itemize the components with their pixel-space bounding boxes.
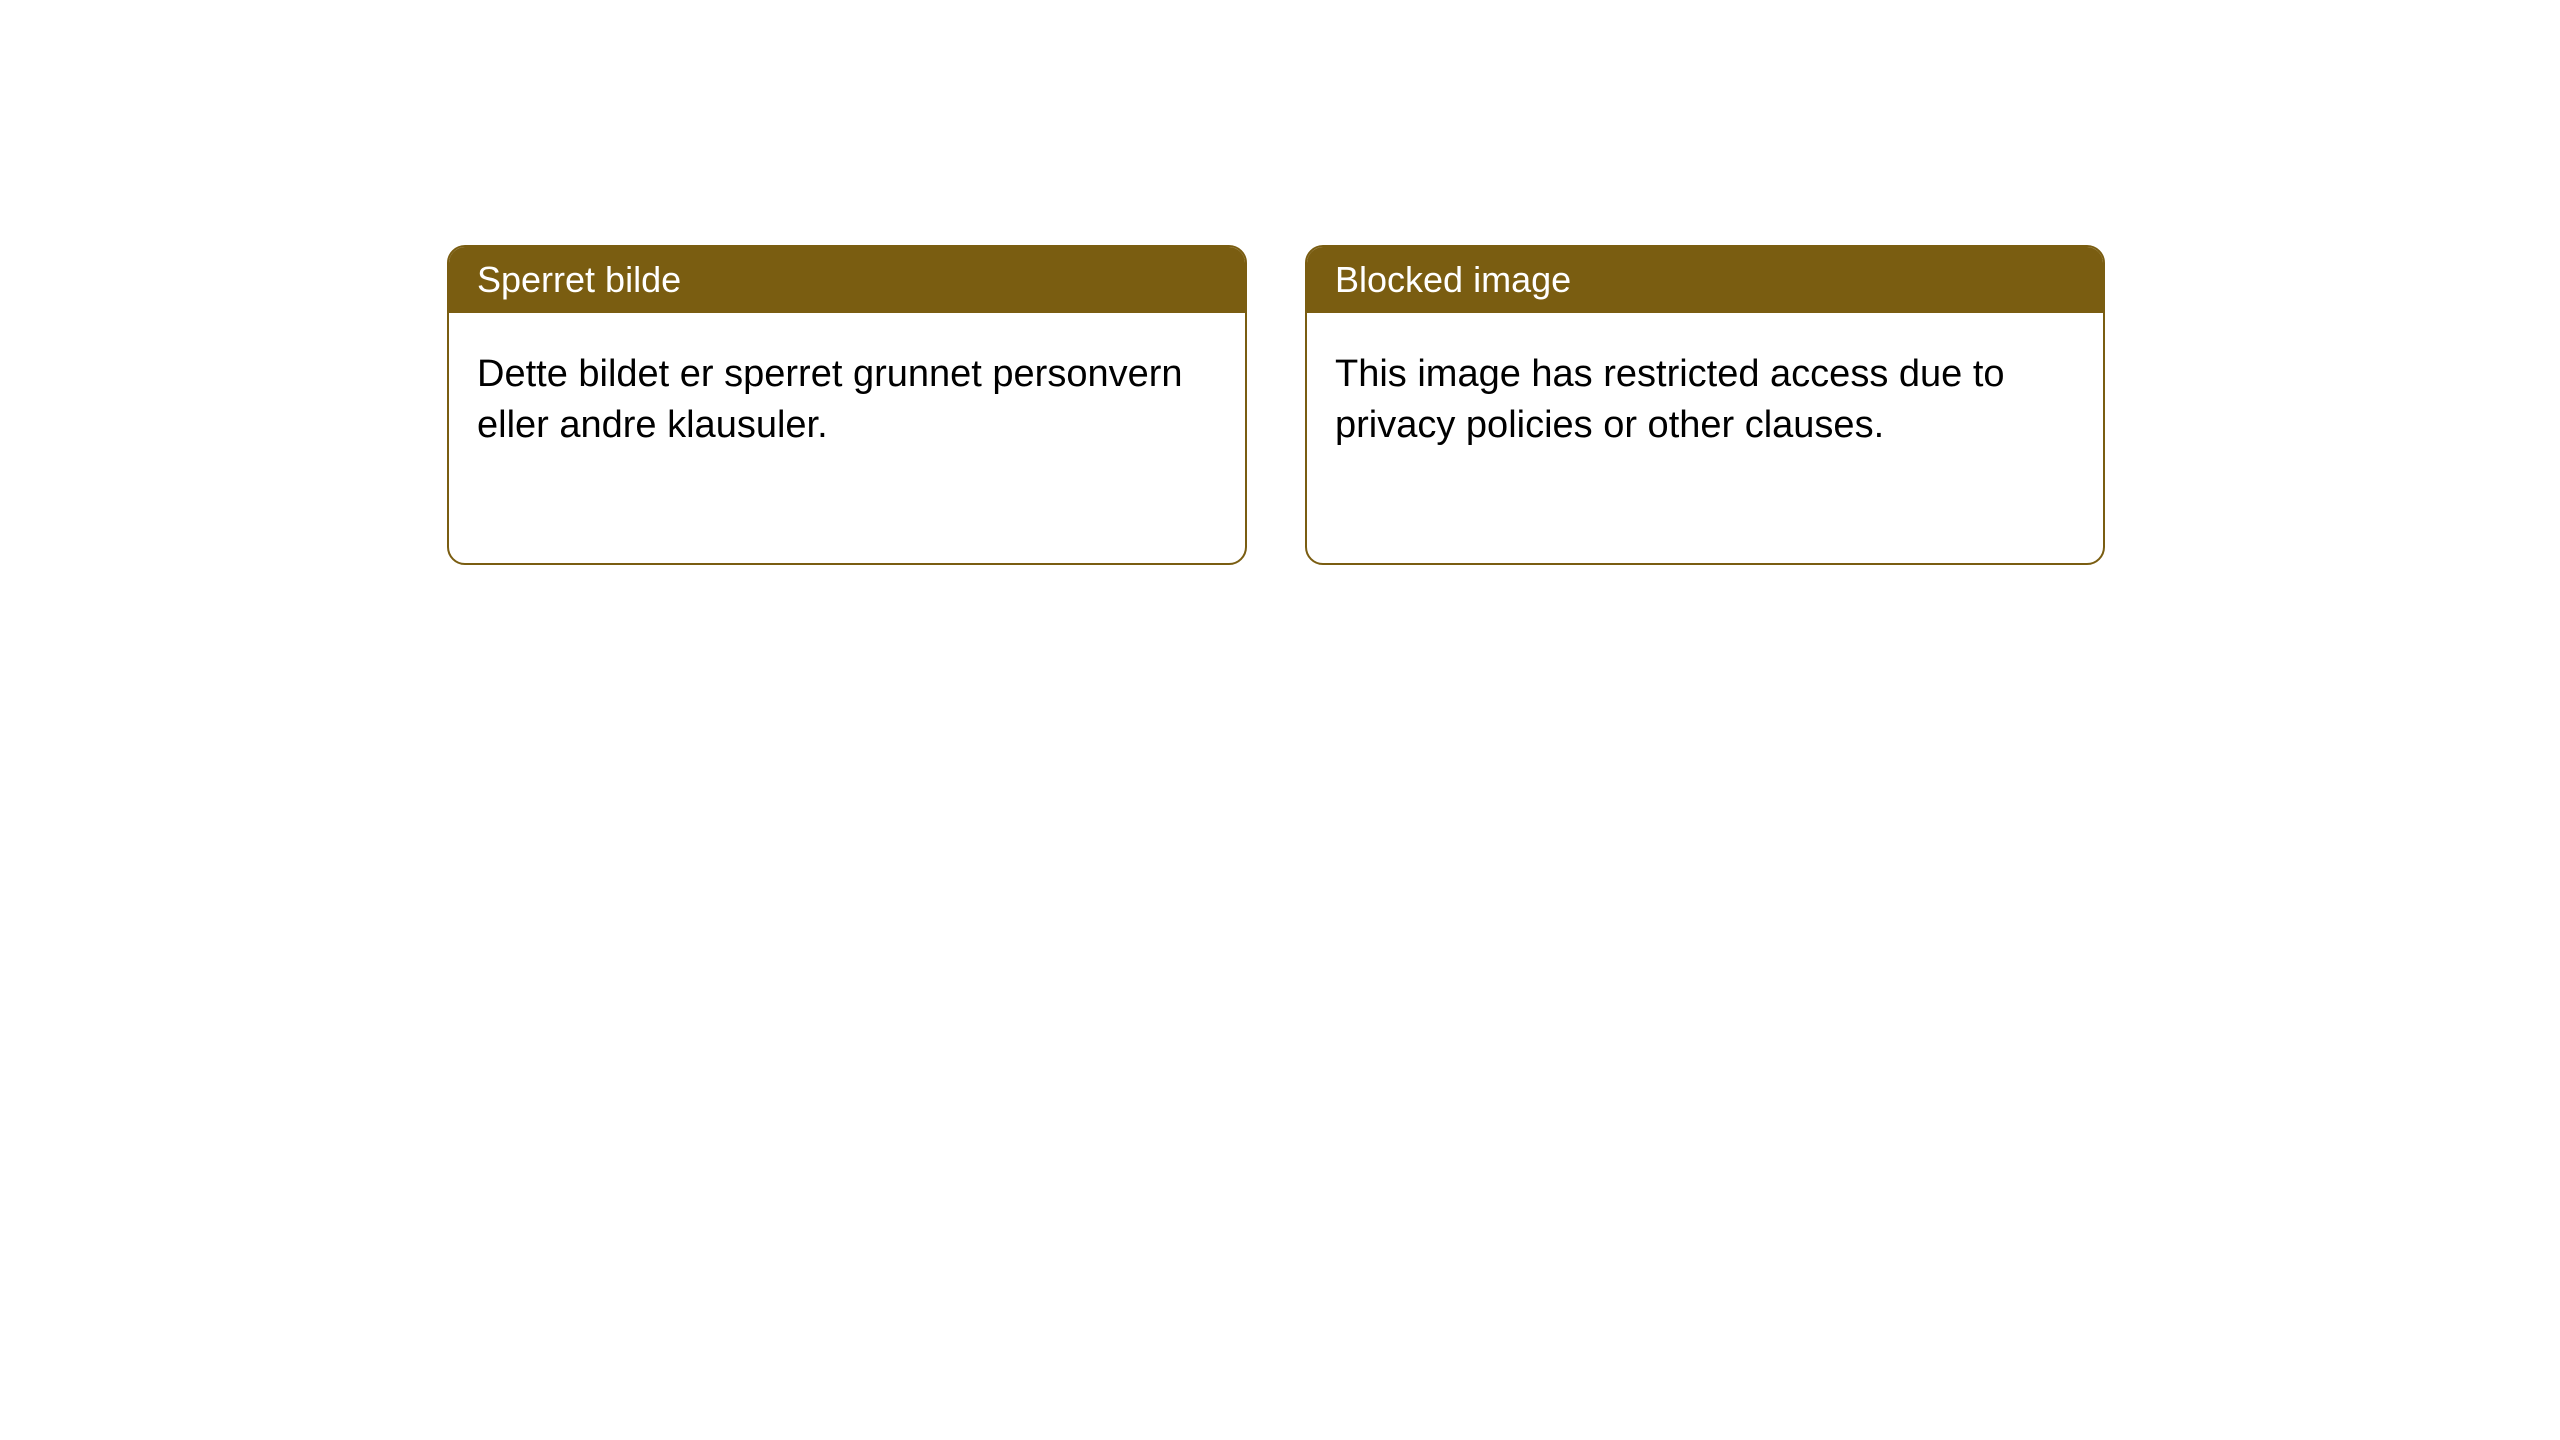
notice-header-text: Blocked image (1335, 259, 1571, 300)
notice-body-text: Dette bildet er sperret grunnet personve… (477, 353, 1183, 446)
notice-header: Sperret bilde (449, 247, 1245, 313)
notice-body: This image has restricted access due to … (1307, 313, 2103, 563)
notice-header: Blocked image (1307, 247, 2103, 313)
notice-header-text: Sperret bilde (477, 259, 681, 300)
notice-container: Sperret bilde Dette bildet er sperret gr… (447, 245, 2105, 565)
notice-body-text: This image has restricted access due to … (1335, 353, 2005, 446)
notice-card-norwegian: Sperret bilde Dette bildet er sperret gr… (447, 245, 1247, 565)
notice-body: Dette bildet er sperret grunnet personve… (449, 313, 1245, 563)
notice-card-english: Blocked image This image has restricted … (1305, 245, 2105, 565)
